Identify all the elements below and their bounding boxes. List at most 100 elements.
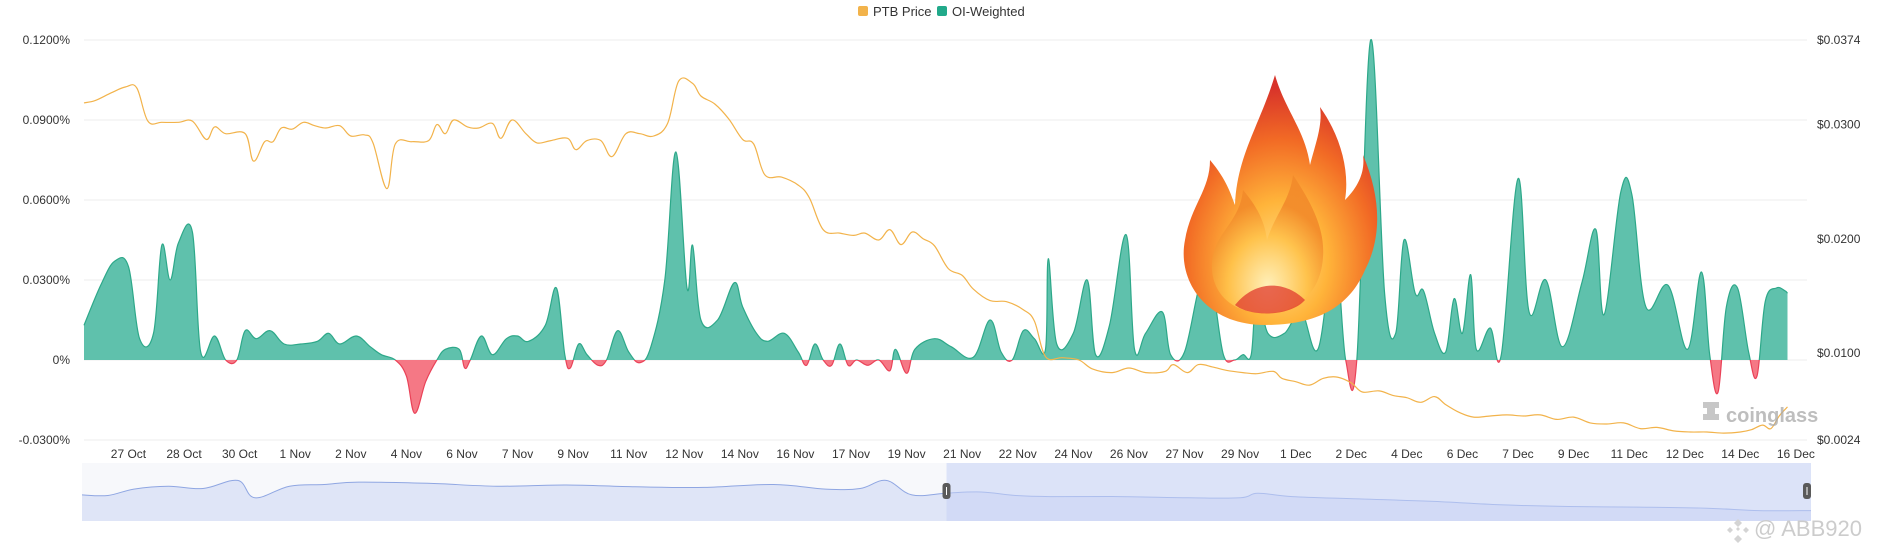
oi-weighted-point[interactable] [1666, 283, 1670, 287]
ptb-price-point[interactable] [1294, 380, 1298, 384]
oi-weighted-point[interactable] [435, 358, 439, 362]
oi-weighted-point[interactable] [1708, 353, 1712, 357]
ptb-price-point[interactable] [279, 126, 283, 130]
ptb-price-point[interactable] [727, 117, 731, 121]
oi-weighted-point[interactable] [893, 347, 897, 351]
ptb-price-point[interactable] [807, 196, 811, 200]
ptb-price-point[interactable] [1110, 371, 1114, 375]
oi-weighted-point[interactable] [971, 355, 975, 359]
ptb-price-point[interactable] [877, 238, 881, 242]
oi-weighted-point[interactable] [554, 286, 558, 290]
oi-weighted-point[interactable] [813, 342, 817, 346]
oi-weighted-point[interactable] [1619, 190, 1623, 194]
oi-weighted-point[interactable] [1755, 374, 1759, 378]
oi-weighted-point[interactable] [1560, 345, 1564, 349]
oi-weighted-point[interactable] [268, 329, 272, 333]
oi-weighted-point[interactable] [796, 350, 800, 354]
ptb-price-point[interactable] [1705, 430, 1709, 434]
oi-weighted-point[interactable] [999, 350, 1003, 354]
oi-weighted-point[interactable] [479, 334, 483, 338]
oi-weighted-point[interactable] [113, 259, 117, 263]
oi-weighted-point[interactable] [846, 363, 850, 367]
oi-weighted-point[interactable] [282, 342, 286, 346]
ptb-price-point[interactable] [910, 230, 914, 234]
ptb-price-point[interactable] [1522, 414, 1526, 418]
ptb-price-point[interactable] [574, 148, 578, 152]
oi-weighted-point[interactable] [1316, 347, 1320, 351]
oi-weighted-point[interactable] [463, 366, 467, 370]
ptb-price-point[interactable] [524, 132, 528, 136]
ptb-price-point[interactable] [1472, 415, 1476, 419]
legend-label-ptb-price[interactable]: PTB Price [873, 4, 932, 19]
ptb-price-point[interactable] [1127, 366, 1131, 370]
ptb-price-point[interactable] [821, 228, 825, 232]
oi-weighted-point[interactable] [1160, 310, 1164, 314]
ptb-price-point[interactable] [477, 126, 481, 130]
oi-weighted-point[interactable] [1032, 337, 1036, 341]
ptb-price-point[interactable] [960, 273, 964, 277]
ptb-price-point[interactable] [1185, 371, 1189, 375]
oi-weighted-point[interactable] [126, 265, 130, 269]
oi-weighted-point[interactable] [168, 278, 172, 282]
ptb-price-point[interactable] [666, 121, 670, 125]
ptb-price-point[interactable] [427, 139, 431, 143]
ptb-price-point[interactable] [1280, 376, 1284, 380]
ptb-price-point[interactable] [549, 139, 553, 143]
ptb-price-point[interactable] [263, 140, 267, 144]
ptb-price-point[interactable] [888, 228, 892, 232]
ptb-price-point[interactable] [93, 99, 97, 103]
oi-weighted-point[interactable] [1369, 38, 1373, 42]
ptb-price-point[interactable] [1060, 356, 1064, 360]
oi-weighted-point[interactable] [685, 286, 689, 290]
oi-weighted-point[interactable] [932, 337, 936, 341]
oi-weighted-point[interactable] [1124, 233, 1128, 237]
oi-weighted-point[interactable] [299, 342, 303, 346]
oi-weighted-point[interactable] [1055, 342, 1059, 346]
ptb-price-point[interactable] [499, 136, 503, 140]
ptb-price-point[interactable] [946, 267, 950, 271]
ptb-price-point[interactable] [1555, 417, 1559, 421]
ptb-price-point[interactable] [393, 142, 397, 146]
ptb-price-point[interactable] [1349, 381, 1353, 385]
oi-weighted-point[interactable] [327, 331, 331, 335]
oi-weighted-point[interactable] [568, 366, 572, 370]
ptb-price-point[interactable] [204, 137, 208, 141]
oi-weighted-point[interactable] [596, 363, 600, 367]
oi-weighted-point[interactable] [1169, 353, 1173, 357]
oi-weighted-point[interactable] [1394, 331, 1398, 335]
ptb-price-point[interactable] [988, 299, 992, 303]
ptb-price-point[interactable] [1488, 414, 1492, 418]
oi-weighted-point[interactable] [1132, 347, 1136, 351]
ptb-price-point[interactable] [752, 142, 756, 146]
ptb-price-point[interactable] [302, 120, 306, 124]
oi-weighted-point[interactable] [877, 358, 881, 362]
ptb-price-point[interactable] [1722, 431, 1726, 435]
oi-weighted-point[interactable] [424, 379, 428, 383]
ptb-price-point[interactable] [124, 85, 128, 89]
ptb-price-point[interactable] [385, 187, 389, 191]
oi-weighted-point[interactable] [1413, 291, 1417, 295]
oi-weighted-point[interactable] [577, 342, 581, 346]
oi-weighted-point[interactable] [176, 241, 180, 245]
oi-weighted-point[interactable] [1085, 278, 1089, 282]
ptb-price-point[interactable] [224, 132, 228, 136]
ptb-price-point[interactable] [780, 175, 784, 179]
oi-weighted-point[interactable] [338, 342, 342, 346]
oi-weighted-point[interactable] [732, 281, 736, 285]
ptb-price-point[interactable] [1769, 427, 1773, 431]
oi-weighted-point[interactable] [404, 374, 408, 378]
ptb-price-point[interactable] [796, 183, 800, 187]
ptb-price-point[interactable] [763, 173, 767, 177]
oi-weighted-point[interactable] [1355, 358, 1359, 362]
ptb-price-point[interactable] [252, 159, 256, 163]
oi-weighted-point[interactable] [616, 329, 620, 333]
oi-weighted-point[interactable] [1021, 329, 1025, 333]
oi-weighted-point[interactable] [838, 342, 842, 346]
oi-weighted-point[interactable] [1402, 238, 1406, 242]
ptb-price-point[interactable] [1405, 396, 1409, 400]
oi-weighted-point[interactable] [1516, 177, 1520, 181]
oi-weighted-point[interactable] [1094, 353, 1098, 357]
ptb-price-point[interactable] [1171, 363, 1175, 367]
ptb-price-point[interactable] [190, 119, 194, 123]
oi-weighted-point[interactable] [949, 345, 953, 349]
